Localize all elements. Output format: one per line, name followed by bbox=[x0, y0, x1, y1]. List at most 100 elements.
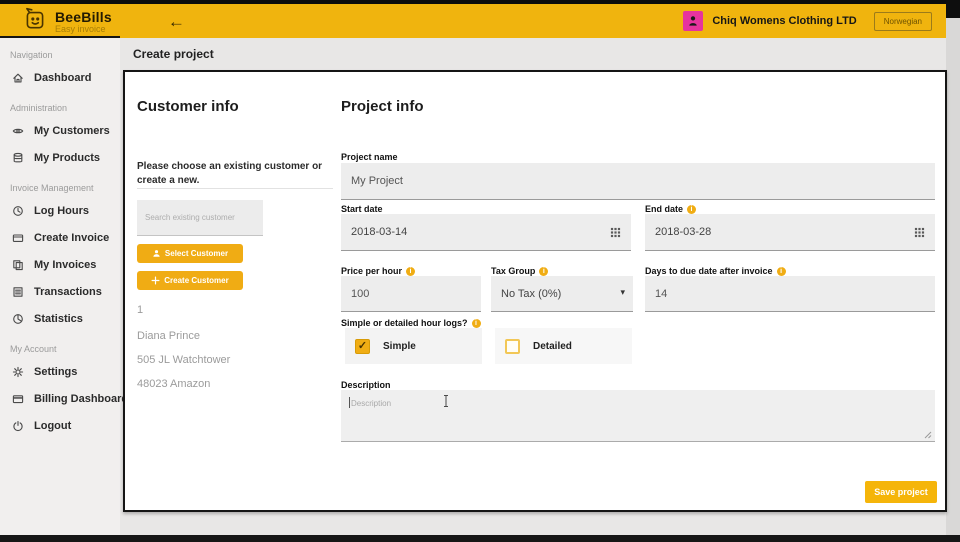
gear-icon bbox=[12, 366, 24, 377]
end-date-value: 2018-03-28 bbox=[655, 226, 712, 238]
info-icon[interactable]: i bbox=[406, 266, 416, 276]
description-label: Description bbox=[341, 380, 391, 390]
brand-title: BeeBills bbox=[55, 8, 112, 25]
sidebar-item-my-customers[interactable]: My Customers bbox=[0, 117, 120, 144]
sidebar-item-log-hours[interactable]: Log Hours bbox=[0, 197, 120, 224]
info-icon[interactable]: i bbox=[471, 318, 481, 328]
hour-logs-label: Simple or detailed hour logs? i bbox=[341, 318, 481, 328]
sidebar-item-settings[interactable]: Settings bbox=[0, 358, 120, 385]
tax-group-value: No Tax (0%) bbox=[501, 287, 562, 300]
sidebar-item-logout[interactable]: Logout bbox=[0, 412, 120, 439]
sidebar-item-label: Statistics bbox=[34, 312, 83, 325]
database-icon bbox=[13, 152, 23, 162]
sidebar-item-my-invoices[interactable]: My Invoices bbox=[0, 251, 120, 278]
divider bbox=[137, 188, 333, 189]
simple-checkbox[interactable]: ✓ bbox=[355, 338, 370, 354]
card-icon bbox=[12, 233, 24, 242]
home-icon bbox=[13, 73, 23, 83]
days-to-due-input[interactable] bbox=[645, 276, 935, 312]
detailed-option: Detailed bbox=[495, 328, 632, 364]
brand-subtitle: Easy invoice bbox=[55, 23, 106, 34]
end-date-label: End date i bbox=[645, 204, 697, 214]
pie-chart-icon bbox=[13, 313, 23, 324]
label-text: Project name bbox=[341, 152, 398, 162]
info-icon[interactable]: i bbox=[539, 266, 549, 276]
project-name-input[interactable] bbox=[341, 163, 935, 200]
sidebar-section-my-account: My Account bbox=[10, 344, 57, 354]
info-icon[interactable]: i bbox=[687, 204, 697, 214]
ibeam-cursor-icon bbox=[444, 395, 448, 407]
sidebar-item-label: Create Invoice bbox=[34, 231, 110, 244]
label-text: Start date bbox=[341, 204, 383, 214]
page-title: Create project bbox=[133, 47, 214, 61]
plus-icon bbox=[151, 276, 160, 285]
detailed-checkbox[interactable] bbox=[505, 338, 520, 354]
scrollbar[interactable] bbox=[946, 0, 960, 535]
simple-option: ✓ Simple bbox=[345, 328, 482, 364]
calendar-icon[interactable] bbox=[610, 227, 621, 238]
customer-city: 48023 Amazon bbox=[137, 378, 211, 390]
start-date-label: Start date bbox=[341, 204, 383, 214]
header-right: Chiq Womens Clothing LTD Norwegian bbox=[683, 11, 932, 31]
select-customer-label: Select Customer bbox=[164, 249, 229, 258]
customer-info-heading: Customer info bbox=[137, 98, 239, 115]
sidebar-item-my-products[interactable]: My Products bbox=[0, 144, 120, 171]
sidebar-item-billing-dashboard[interactable]: Billing Dashboard bbox=[0, 385, 128, 412]
description-textarea[interactable] bbox=[341, 390, 935, 442]
scrollbar-thumb[interactable] bbox=[946, 0, 960, 18]
app-header: BeeBills Easy invoice ← Chiq Womens Clot… bbox=[0, 4, 946, 38]
sidebar-item-label: Settings bbox=[34, 365, 78, 378]
select-customer-button[interactable]: Select Customer bbox=[137, 244, 243, 263]
search-customer-input[interactable] bbox=[137, 200, 263, 236]
sidebar-item-label: Dashboard bbox=[34, 71, 92, 84]
start-date-value: 2018-03-14 bbox=[351, 226, 408, 238]
resize-handle-icon[interactable] bbox=[923, 430, 932, 439]
sidebar-item-label: My Customers bbox=[34, 124, 110, 137]
save-project-button[interactable]: Save project bbox=[865, 481, 937, 503]
eye-icon bbox=[12, 128, 24, 133]
price-per-hour-input[interactable] bbox=[341, 276, 481, 312]
sidebar-item-label: Transactions bbox=[34, 285, 102, 298]
sidebar-item-label: Log Hours bbox=[34, 204, 89, 217]
start-date-input[interactable]: 2018-03-14 bbox=[341, 214, 631, 251]
days-to-due-label: Days to due date after invoice i bbox=[645, 266, 786, 276]
customer-name: Diana Prince bbox=[137, 330, 200, 342]
sidebar-item-transactions[interactable]: Transactions bbox=[0, 278, 120, 305]
sidebar-item-label: Logout bbox=[34, 419, 72, 432]
tax-group-select[interactable]: No Tax (0%) ▾ bbox=[491, 276, 633, 312]
power-icon bbox=[13, 420, 23, 431]
price-per-hour-label: Price per hour i bbox=[341, 266, 416, 276]
company-avatar-icon[interactable] bbox=[683, 11, 704, 31]
sidebar: Navigation Dashboard Administration My C… bbox=[0, 38, 128, 535]
back-arrow-icon[interactable]: ← bbox=[167, 11, 185, 31]
tax-group-label: Tax Group i bbox=[491, 266, 549, 276]
calendar-icon[interactable] bbox=[914, 227, 925, 238]
customer-number: 1 bbox=[137, 304, 144, 316]
detailed-label: Detailed bbox=[533, 340, 572, 352]
language-button[interactable]: Norwegian bbox=[873, 11, 932, 31]
sidebar-item-label: My Products bbox=[34, 151, 101, 164]
label-text: Tax Group bbox=[491, 266, 536, 276]
sidebar-item-dashboard[interactable]: Dashboard bbox=[0, 64, 120, 91]
create-customer-label: Create Customer bbox=[164, 276, 229, 285]
sidebar-item-label: Billing Dashboard bbox=[34, 392, 129, 405]
billing-card-icon bbox=[12, 394, 24, 403]
customer-street: 505 JL Watchtower bbox=[137, 354, 231, 366]
customer-instruction: Please choose an existing customer or cr… bbox=[137, 161, 323, 186]
project-name-label: Project name bbox=[341, 152, 398, 162]
end-date-input[interactable]: 2018-03-28 bbox=[645, 214, 935, 251]
sidebar-item-statistics[interactable]: Statistics bbox=[0, 305, 120, 332]
label-text: Description bbox=[341, 380, 391, 390]
list-icon bbox=[13, 286, 23, 297]
label-text: Price per hour bbox=[341, 266, 403, 276]
sidebar-section-administration: Administration bbox=[10, 103, 68, 113]
info-icon[interactable]: i bbox=[776, 266, 786, 276]
label-text: Simple or detailed hour logs? bbox=[341, 318, 468, 328]
copy-icon bbox=[13, 259, 23, 270]
top-frame-bar bbox=[0, 0, 960, 4]
bee-logo-icon bbox=[22, 6, 48, 37]
project-info-heading: Project info bbox=[341, 98, 424, 115]
company-name: Chiq Womens Clothing LTD bbox=[712, 15, 857, 27]
create-customer-button[interactable]: Create Customer bbox=[137, 271, 243, 290]
sidebar-item-create-invoice[interactable]: Create Invoice bbox=[0, 224, 120, 251]
